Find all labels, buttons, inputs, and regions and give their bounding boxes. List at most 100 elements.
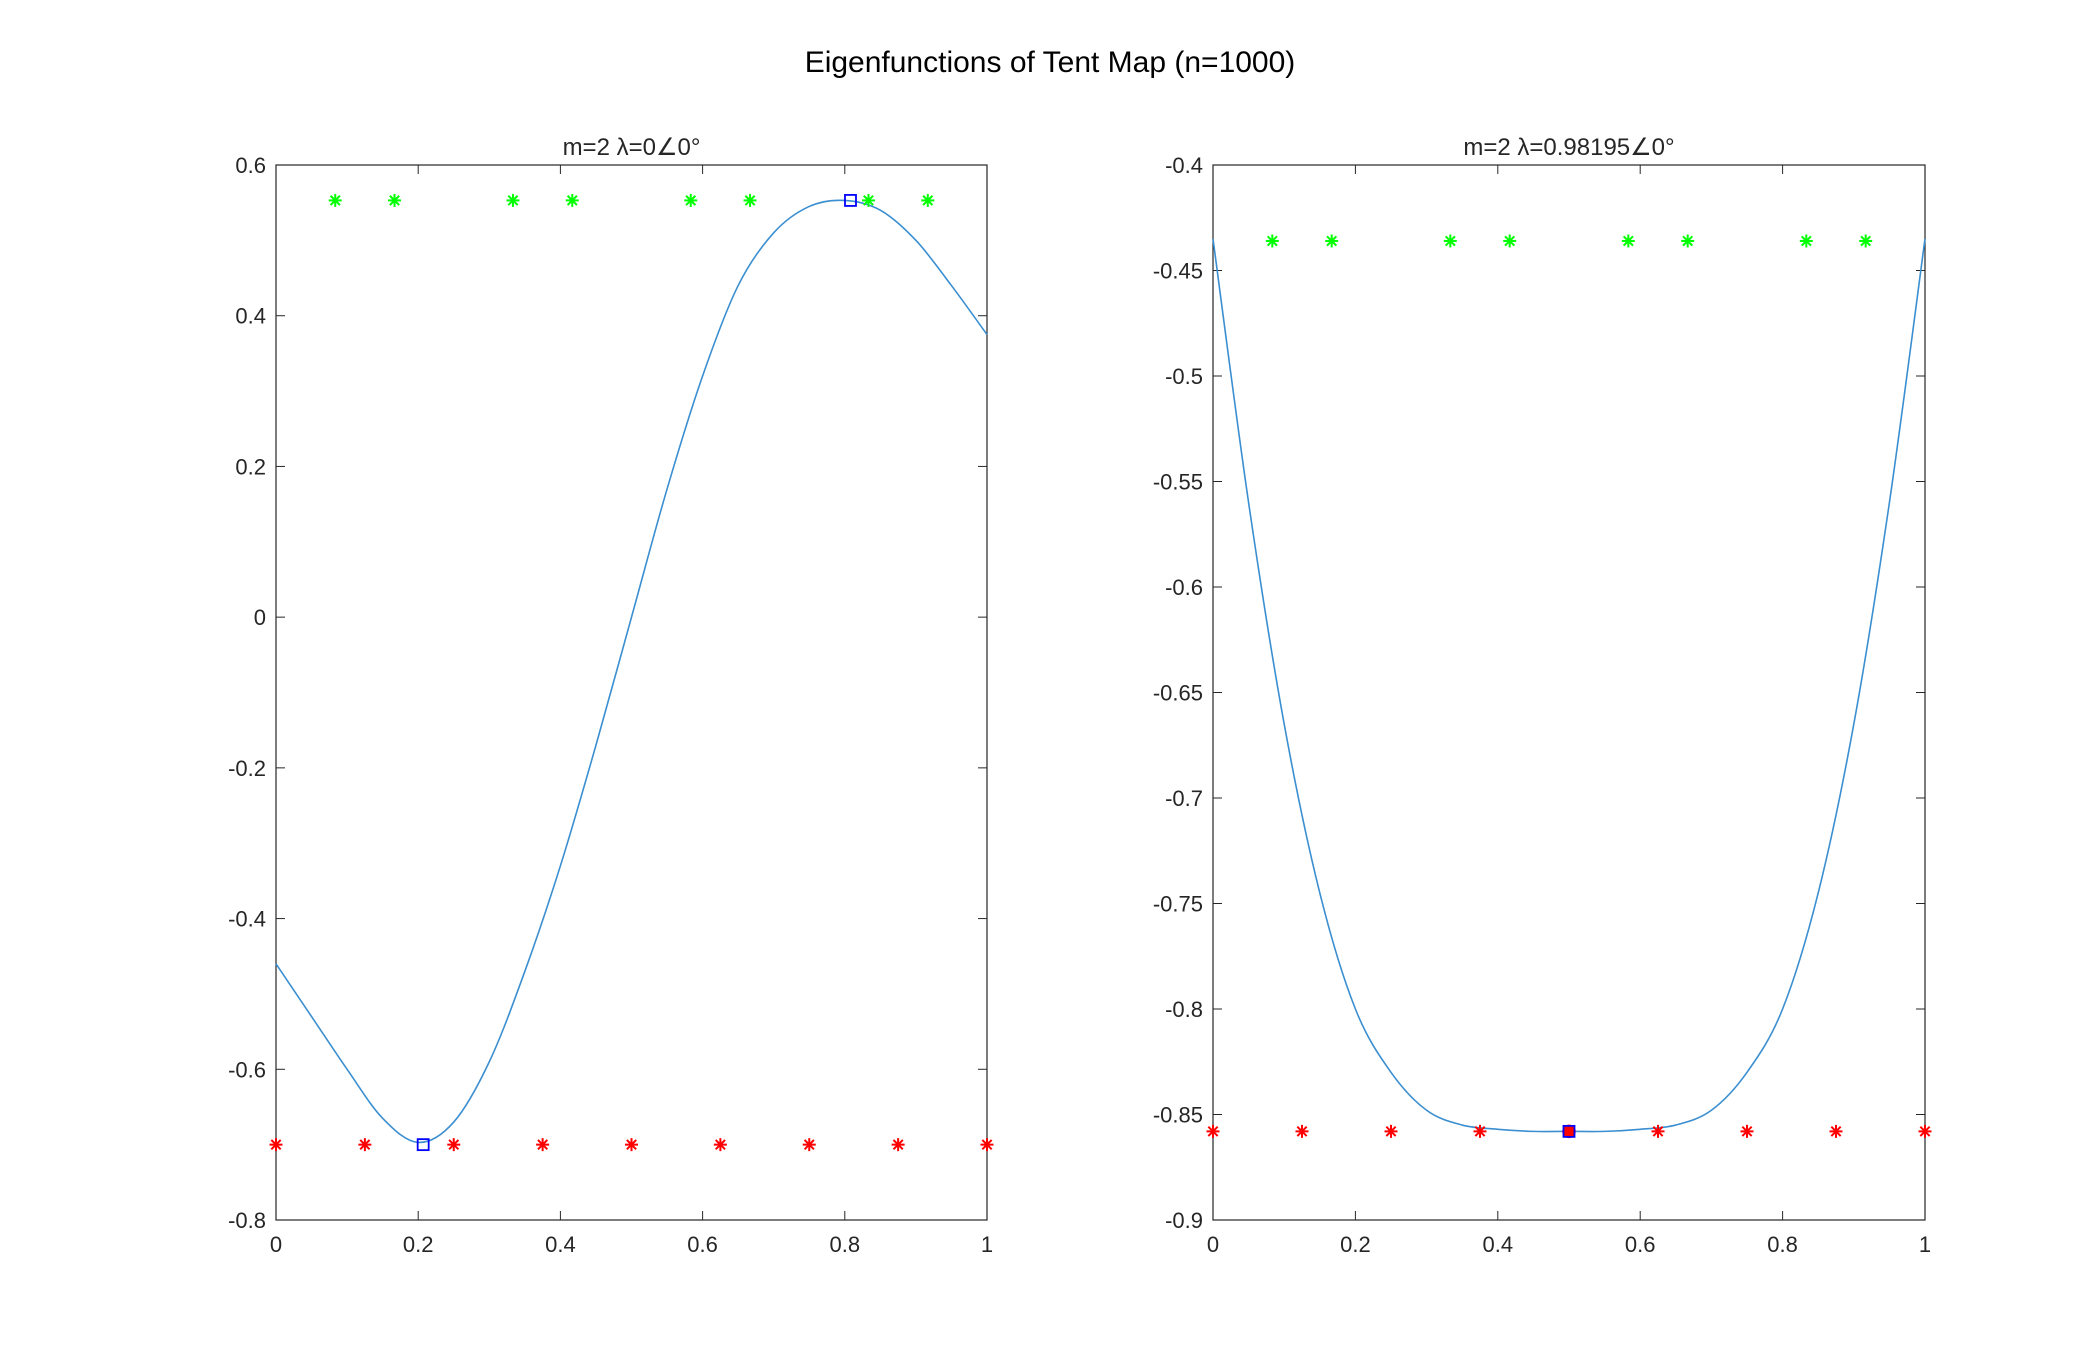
subplot-1: 0 0.2 0.4 0.6 0.8 1 -0.8 -0.6 -0.4 -0.2 0 0.2 0.4 0.6… [228,134,994,1257]
x-tick-label: 0 [1207,1232,1219,1257]
green-star-marker [743,193,757,207]
y-tick-label: 0.6 [235,153,266,178]
y-tick-label: 0 [254,605,266,630]
red-star-marker-stroke [537,1139,549,1151]
red-star-marker [1651,1124,1665,1138]
red-star-marker [891,1138,905,1152]
green-star-marker-stroke [329,195,341,206]
y-tick-label: -0.2 [228,756,266,781]
red-star-marker [980,1138,994,1152]
red-star-marker [269,1138,283,1152]
y-tick-label: -0.85 [1153,1103,1203,1128]
red-star-marker-stroke [626,1139,637,1151]
y-tick-label: 0.4 [235,304,266,329]
subplot-title: m=2 λ=0∠0° [563,134,701,161]
red-star-marker-stroke [270,1139,282,1151]
blue-square-marker [416,1138,430,1152]
red-star-marker [802,1138,816,1152]
y-tick-label: -0.4 [1165,153,1203,178]
red-star-marker [1384,1124,1398,1138]
y-tick-label: -0.5 [1165,364,1203,389]
green-star-marker-stroke [566,195,578,206]
green-star-marker-stroke [863,195,874,206]
red-star-marker [1918,1124,1932,1138]
green-star-marker-stroke [1860,235,1872,247]
axes-box [1212,164,1926,1221]
red-star-marker [1473,1124,1487,1138]
green-star-marker [1799,234,1813,248]
red-star-marker-stroke [448,1139,460,1151]
y-tick-label: 0.2 [235,454,266,479]
green-star-marker [1443,234,1457,248]
green-star-marker [565,193,579,207]
green-star-marker [921,193,935,207]
red-star-marker [713,1138,727,1152]
y-tick-label: -0.9 [1165,1208,1203,1233]
green-star-marker-stroke [1444,235,1456,247]
green-star-marker-stroke [1504,235,1516,247]
green-star-marker-stroke [1266,235,1278,247]
red-star-marker [447,1138,461,1152]
y-tick-label: -0.55 [1153,470,1203,495]
eigenfunction-curve [275,199,988,1144]
axes-box [275,164,988,1221]
green-star-marker [684,193,698,207]
green-star-marker-stroke [1326,235,1338,247]
x-tick-label: 0.4 [1483,1232,1514,1257]
red-star-marker-stroke [359,1139,371,1151]
y-tick-label: -0.8 [1165,997,1203,1022]
x-tick-label: 0.8 [830,1232,861,1257]
y-tick-label: -0.65 [1153,681,1203,706]
green-star-marker [1503,234,1517,248]
y-tick-label: -0.6 [1165,575,1203,600]
y-tick-label: -0.8 [228,1208,266,1233]
y-tick-label: -0.4 [228,907,266,932]
x-tick-label: 0.6 [687,1232,718,1257]
blue-square-marker [844,194,857,207]
x-tick-label: 1 [981,1232,993,1257]
green-star-marker-stroke [1622,235,1634,247]
red-star-marker [625,1138,638,1152]
red-circle-marker [1562,1124,1576,1139]
green-star-marker-stroke [1800,235,1812,247]
y-tick-label: -0.7 [1165,786,1203,811]
red-star-marker [358,1138,372,1152]
y-tick-label: -0.6 [228,1057,266,1082]
x-tick-label: 0.6 [1625,1232,1656,1257]
red-star-marker-stroke [1474,1125,1486,1137]
green-star-marker-stroke [507,195,519,206]
red-star-marker-stroke [892,1139,904,1151]
red-star-marker-stroke [803,1139,815,1151]
red-star-marker-stroke [1652,1125,1664,1137]
red-star-marker-stroke [1741,1125,1753,1137]
red-star-marker [1206,1124,1220,1138]
green-star-marker [1681,234,1695,248]
green-star-marker [1265,234,1279,248]
green-star-marker [1325,234,1339,248]
green-star-marker [1859,234,1873,248]
red-star-marker-stroke [1830,1125,1842,1137]
blue-square-marker [1562,1124,1576,1138]
green-star-marker [388,193,402,207]
x-tick-label: 0.2 [1340,1232,1371,1257]
green-star-marker [506,193,520,207]
red-star-marker [536,1138,550,1152]
x-tick-label: 1 [1919,1232,1931,1257]
red-star-marker-stroke [1385,1125,1397,1137]
red-star-marker [1740,1124,1754,1138]
x-tick-label: 0.2 [403,1232,434,1257]
green-star-marker [861,193,875,207]
green-star-marker-stroke [389,195,400,206]
red-star-marker [1295,1124,1309,1138]
red-star-marker-stroke [1919,1125,1931,1137]
green-star-marker [328,193,342,207]
red-star-marker [1829,1124,1843,1138]
figure-title: Eigenfunctions of Tent Map (n=1000) [804,46,1296,79]
green-star-marker-stroke [744,195,756,206]
green-star-marker-stroke [922,195,934,206]
green-star-marker [1621,234,1635,248]
red-star-marker-stroke [1207,1125,1219,1137]
x-tick-label: 0.8 [1767,1232,1798,1257]
